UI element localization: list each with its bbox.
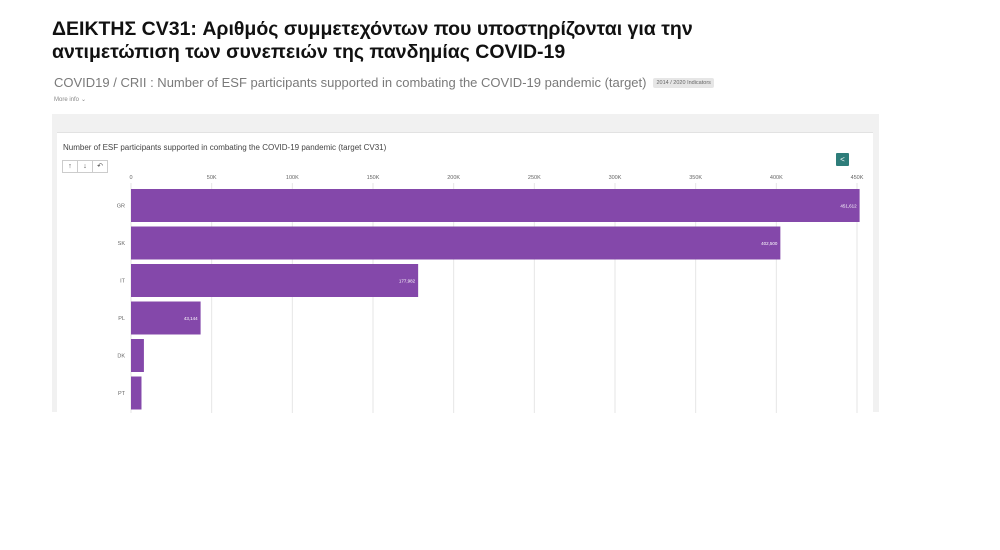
x-tick-label: 300K bbox=[609, 175, 622, 181]
x-tick-label: 100K bbox=[286, 175, 299, 181]
chart-title: Number of ESF participants supported in … bbox=[63, 143, 387, 152]
category-label: SK bbox=[118, 241, 126, 247]
reset-sort-button[interactable]: ↶ bbox=[92, 160, 108, 173]
slide-title-line2: αντιμετώπιση των συνεπειών της πανδημίας… bbox=[52, 41, 566, 63]
indicator-subtitle-row: COVID19 / CRII : Number of ESF participa… bbox=[54, 75, 714, 90]
category-label: IT bbox=[120, 279, 126, 285]
x-tick-label: 50K bbox=[207, 175, 217, 181]
data-label: 402,500 bbox=[761, 241, 778, 246]
indicator-subtitle: COVID19 / CRII : Number of ESF participa… bbox=[54, 75, 647, 90]
x-tick-label: 250K bbox=[528, 175, 541, 181]
category-label: PT bbox=[118, 391, 126, 397]
x-tick-label: 450K bbox=[851, 175, 864, 181]
chevron-down-icon: ⌄ bbox=[81, 97, 87, 103]
category-label: DK bbox=[117, 354, 125, 360]
x-tick-label: 200K bbox=[447, 175, 460, 181]
more-info-label: More info bbox=[54, 96, 80, 103]
bar-sk[interactable] bbox=[131, 226, 781, 260]
slide-title: ΔΕΙΚΤΗΣ CV31: Αριθμός συμμετεχόντων που … bbox=[52, 18, 952, 64]
sort-toolbar: ↑ ↓ ↶ bbox=[62, 160, 108, 173]
data-label: 451,612 bbox=[840, 204, 857, 209]
x-tick-label: 150K bbox=[367, 175, 380, 181]
indicators-badge: 2014 / 2020 Indicators bbox=[653, 77, 714, 88]
slide-title-line1: ΔΕΙΚΤΗΣ CV31: Αριθμός συμμετεχόντων που … bbox=[52, 18, 693, 40]
bar-dk[interactable] bbox=[131, 339, 144, 372]
data-label: 177,982 bbox=[399, 279, 416, 284]
bar-gr[interactable] bbox=[131, 189, 860, 222]
x-tick-label: 400K bbox=[770, 175, 783, 181]
more-info-toggle[interactable]: More info ⌄ bbox=[54, 96, 87, 104]
bar-it[interactable] bbox=[131, 264, 419, 297]
bar-pt[interactable] bbox=[131, 376, 142, 410]
bar-pl[interactable] bbox=[131, 301, 201, 335]
bar-chart: 0 50K 100K 150K 200K 250K 300K 350K 400K 450K GR 45… bbox=[117, 175, 864, 413]
share-icon: < bbox=[840, 155, 845, 164]
data-label: 43,144 bbox=[184, 316, 198, 321]
category-label: PL bbox=[118, 316, 125, 322]
x-tick-label: 0 bbox=[129, 175, 132, 181]
category-label: GR bbox=[117, 204, 125, 210]
x-tick-label: 350K bbox=[689, 175, 702, 181]
share-button[interactable]: < bbox=[836, 153, 849, 166]
chart-card: Number of ESF participants supported in … bbox=[57, 132, 873, 413]
